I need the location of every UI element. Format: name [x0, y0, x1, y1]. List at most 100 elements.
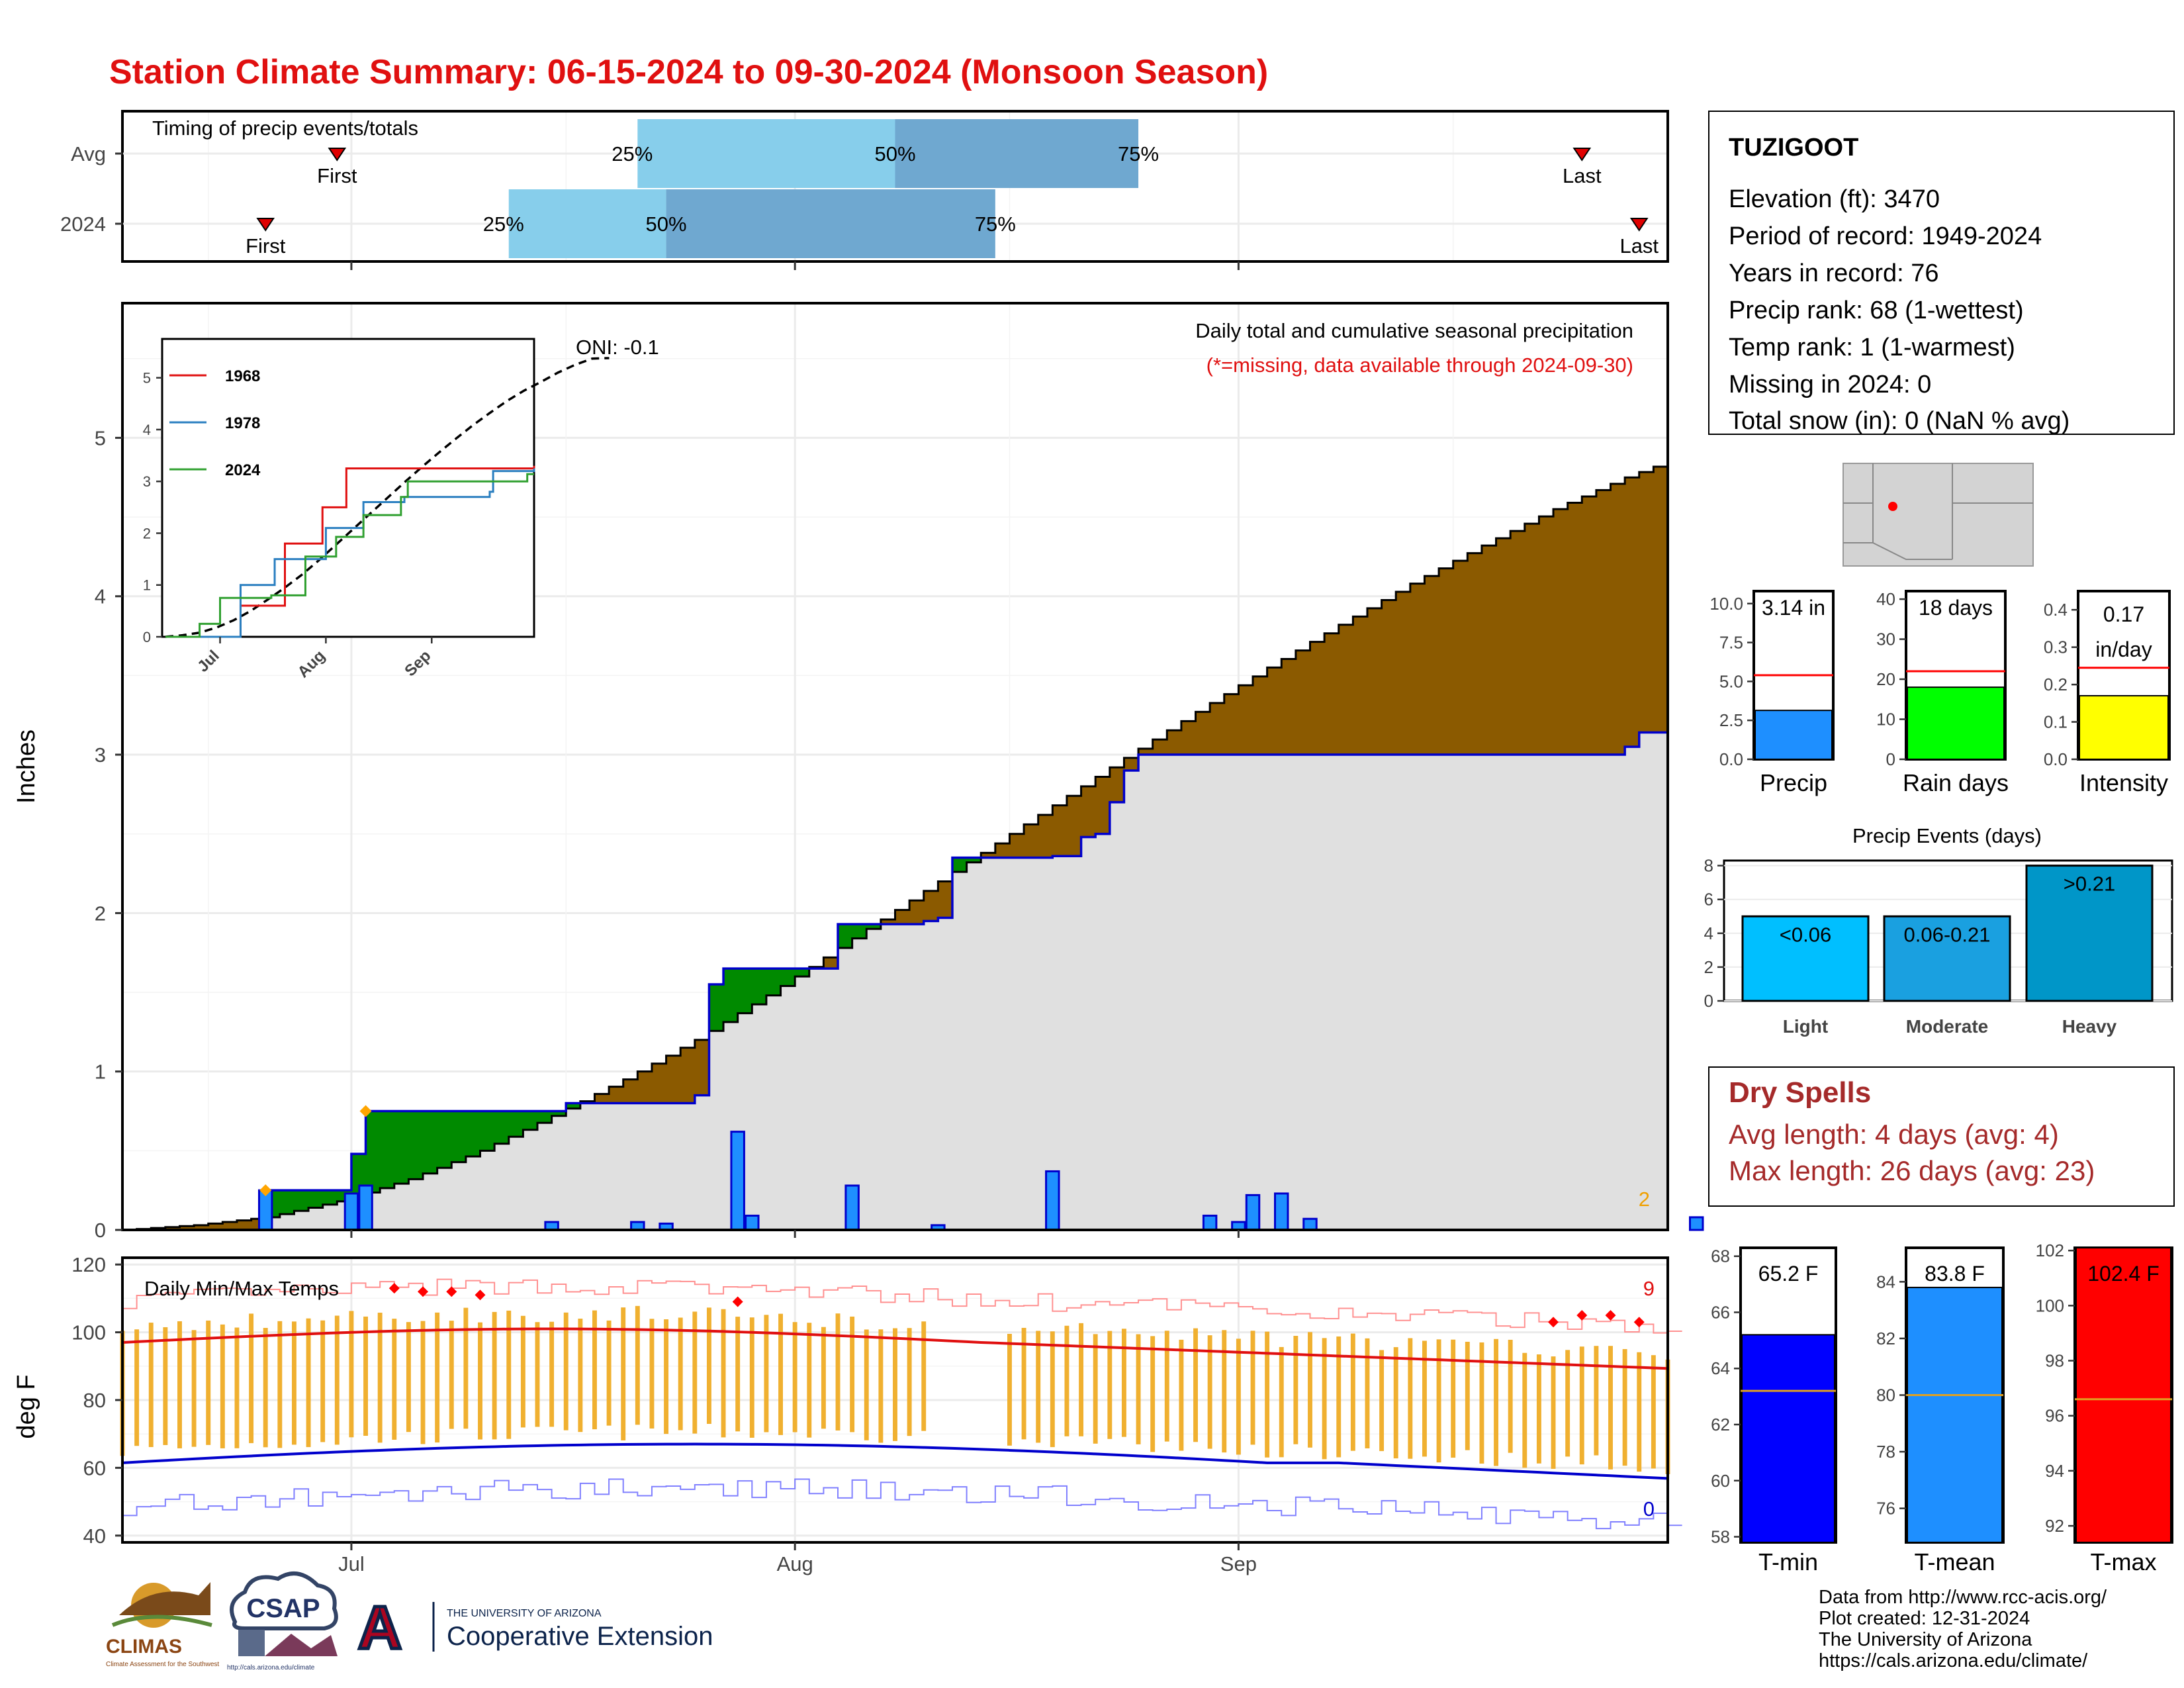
daily-temp-range-bar — [721, 1309, 726, 1438]
timing-last-label: Last — [1619, 234, 1659, 258]
daily-temp-range-bar — [220, 1324, 225, 1448]
small-bar-value — [1754, 710, 1833, 760]
record-high-marker — [1576, 1310, 1588, 1321]
small-bar-y-tick-label: 30 — [1876, 630, 1895, 649]
temp-bar-y-tick-label: 66 — [1711, 1302, 1730, 1322]
daily-temp-range-bar — [792, 1322, 797, 1432]
footer-line: Data from http://www.rcc-acis.org/ — [1819, 1587, 2107, 1608]
daily-temp-range-bar — [377, 1313, 383, 1443]
temp-bar-category-label: T-max — [2090, 1548, 2156, 1575]
daily-temp-range-bar — [249, 1313, 254, 1444]
timing-title: Timing of precip events/totals — [152, 117, 418, 140]
small-bar-y-tick-label: 7.5 — [1719, 633, 1743, 653]
missing-data-marker — [359, 1105, 372, 1117]
season-2024-cumulative-line — [122, 731, 1668, 1231]
daily-temp-range-bar — [449, 1321, 454, 1429]
footer-line: https://cals.arizona.edu/climate/ — [1819, 1650, 2088, 1671]
timing-first-marker — [256, 218, 275, 232]
surplus-green-area — [265, 857, 981, 1217]
temp-summary-bars: 58 60 62 64 66 68 65.2 F T-min 76 78 80 82 84 83.8 F T… — [1711, 1241, 2173, 1575]
small-bar-y-tick-label: 40 — [1876, 589, 1895, 609]
daily-temp-range-bar — [578, 1319, 583, 1432]
daily-temp-range-bar — [306, 1318, 311, 1448]
small-bar-value-label: 0.17 — [2103, 602, 2144, 626]
average-max-line — [122, 1327, 1668, 1370]
temp-bar-y-tick-label: 62 — [1711, 1415, 1730, 1434]
daily-temp-range-bar — [635, 1305, 640, 1425]
events-y-tick-label: 4 — [1704, 923, 1713, 943]
small-bar-y-tick-label: 10.0 — [1709, 594, 1743, 614]
temp-bar-category-label: T-min — [1758, 1548, 1818, 1575]
temps-y-tick-label: 60 — [83, 1456, 106, 1479]
timing-bar-50-75 — [895, 119, 1139, 188]
csap-mountain-icon — [265, 1634, 338, 1656]
csap-logo: CSAP http://cals.arizona.edu/climate — [227, 1571, 338, 1671]
small-bar-category-label: Rain days — [1903, 769, 2009, 796]
daily-temp-range-bar — [1179, 1339, 1184, 1451]
daily-temp-range-bar — [549, 1321, 555, 1427]
ua-logo-big-text: Cooperative Extension — [447, 1622, 713, 1651]
precip-events-chart: Precip Events (days) 0 2 4 6 8 <0.06 Light 0.06… — [1704, 824, 2173, 1037]
daily-temp-range-bar — [778, 1313, 783, 1435]
daily-temp-range-bar — [807, 1323, 812, 1438]
daily-temp-range-bar — [435, 1312, 440, 1443]
small-bar-y-tick-label: 0.0 — [2044, 749, 2068, 769]
small-bar-y-tick-label: 0.4 — [2044, 600, 2068, 620]
daily-temp-range-bar — [1279, 1346, 1284, 1458]
timing-first-label: First — [246, 234, 286, 258]
precip-y-label: Inches — [13, 729, 40, 804]
climas-hills-icon — [111, 1615, 212, 1627]
missing-data-marker — [259, 1184, 272, 1197]
daily-temp-range-bar — [291, 1321, 296, 1445]
small-bar-y-tick-label: 20 — [1876, 669, 1895, 689]
daily-temp-range-bar — [1451, 1339, 1456, 1458]
ua-logo-small-text: THE UNIVERSITY OF ARIZONA — [447, 1608, 602, 1619]
temp-bar-y-tick-label: 102 — [2036, 1241, 2064, 1260]
temps-y-label: deg F — [13, 1374, 40, 1438]
daily-precip-bar — [358, 1184, 373, 1231]
small-bar-y-tick-label: 0 — [1886, 749, 1895, 769]
temps-x-tick-label: Jul — [338, 1552, 365, 1575]
temp-bar-y-tick-label: 100 — [2036, 1295, 2064, 1315]
climas-logo: CLIMAS Climate Assessment for the Southw… — [106, 1582, 219, 1668]
temp-bar-y-tick-label: 94 — [2045, 1461, 2064, 1481]
events-y-tick-label: 8 — [1704, 856, 1713, 876]
precip-chart-title: Daily total and cumulative seasonal prec… — [1195, 319, 1633, 342]
temps-y-tick-label: 40 — [83, 1524, 106, 1548]
precip-y-tick-label: 2 — [95, 902, 106, 925]
temps-y-tick-label: 80 — [83, 1389, 106, 1412]
ua-coop-extension-logo: A THE UNIVERSITY OF ARIZONA Cooperative … — [356, 1593, 713, 1664]
precip-chart-subtitle: (*=missing, data available through 2024-… — [1206, 353, 1633, 377]
map-outline — [1843, 463, 2033, 560]
season-2024-gray-area — [122, 732, 1668, 1230]
daily-precip-bar — [1302, 1217, 1318, 1231]
daily-precip-bar — [1045, 1170, 1060, 1231]
timing-p75-label: 75% — [1118, 142, 1159, 165]
daily-temp-range-bar — [1422, 1340, 1427, 1457]
daily-temp-range-bar — [163, 1327, 168, 1445]
events-bar-label: 0.06-0.21 — [1904, 923, 1991, 946]
daily-temp-range-bar — [1465, 1341, 1470, 1450]
temps-title: Daily Min/Max Temps — [144, 1277, 339, 1300]
events-category-label: Moderate — [1906, 1016, 1988, 1037]
daily-temp-range-bar — [893, 1328, 897, 1441]
missing-count: 2 — [1639, 1188, 1650, 1211]
temp-bar-value — [1741, 1334, 1835, 1544]
footer-line: The University of Arizona — [1819, 1629, 2032, 1650]
csap-url-text: http://cals.arizona.edu/climate — [227, 1664, 315, 1671]
station-line: Elevation (ft): 3470 — [1729, 185, 1940, 213]
station-info-box: TUZIGOOT Elevation (ft): 3470 Period of … — [1708, 111, 2175, 435]
temp-bar-value-label: 102.4 F — [2087, 1262, 2160, 1286]
daily-temp-range-bar — [1508, 1339, 1513, 1453]
timing-first-marker — [328, 148, 347, 162]
events-y-tick-label: 2 — [1704, 957, 1713, 977]
daily-temp-range-bar — [191, 1330, 197, 1447]
oni-label: ONI: -0.1 — [576, 336, 659, 359]
record-high-marker — [1633, 1317, 1645, 1328]
daily-temp-range-bar — [1093, 1334, 1098, 1444]
events-category-label: Heavy — [2062, 1016, 2117, 1037]
temps-y-tick-label: 120 — [71, 1253, 106, 1276]
temp-bar-y-tick-label: 96 — [2045, 1406, 2064, 1426]
daily-temp-range-bar — [1637, 1352, 1642, 1472]
